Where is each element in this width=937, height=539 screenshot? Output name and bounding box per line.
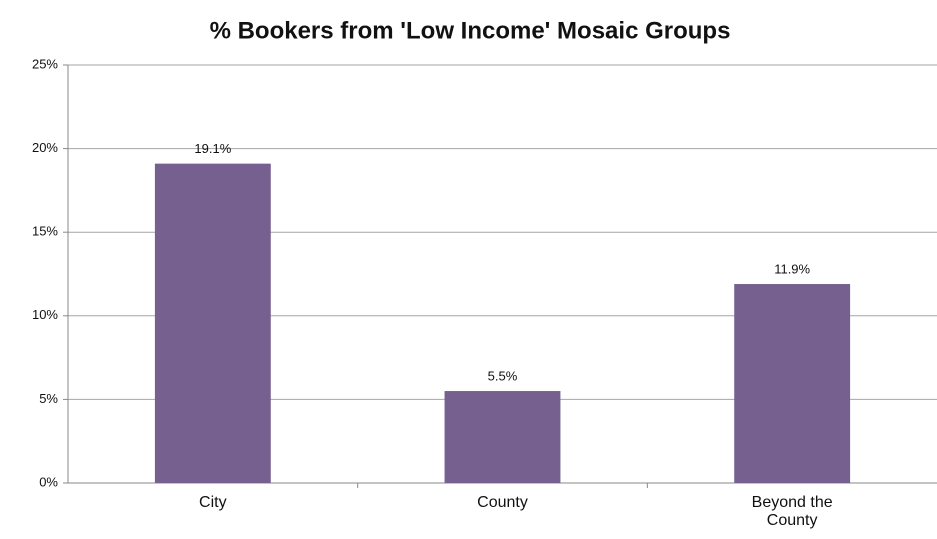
x-tick-label: County	[477, 494, 528, 511]
y-tick-label: 15%	[32, 224, 58, 239]
y-tick-label: 25%	[32, 56, 58, 71]
bar	[444, 391, 561, 483]
bar	[734, 284, 851, 483]
data-label: 19.1%	[194, 141, 231, 156]
x-tick-label: City	[199, 494, 227, 511]
data-label: 5.5%	[488, 368, 518, 383]
data-label: 11.9%	[774, 261, 810, 276]
x-tick-label: Beyond the County	[751, 494, 833, 529]
y-tick-label: 0%	[39, 474, 58, 489]
y-tick-label: 10%	[32, 307, 58, 322]
bar	[154, 163, 271, 483]
y-tick-label: 20%	[32, 140, 58, 155]
chart-title: % Bookers from 'Low Income' Mosaic Group…	[210, 17, 731, 44]
y-tick-label: 5%	[39, 391, 58, 406]
